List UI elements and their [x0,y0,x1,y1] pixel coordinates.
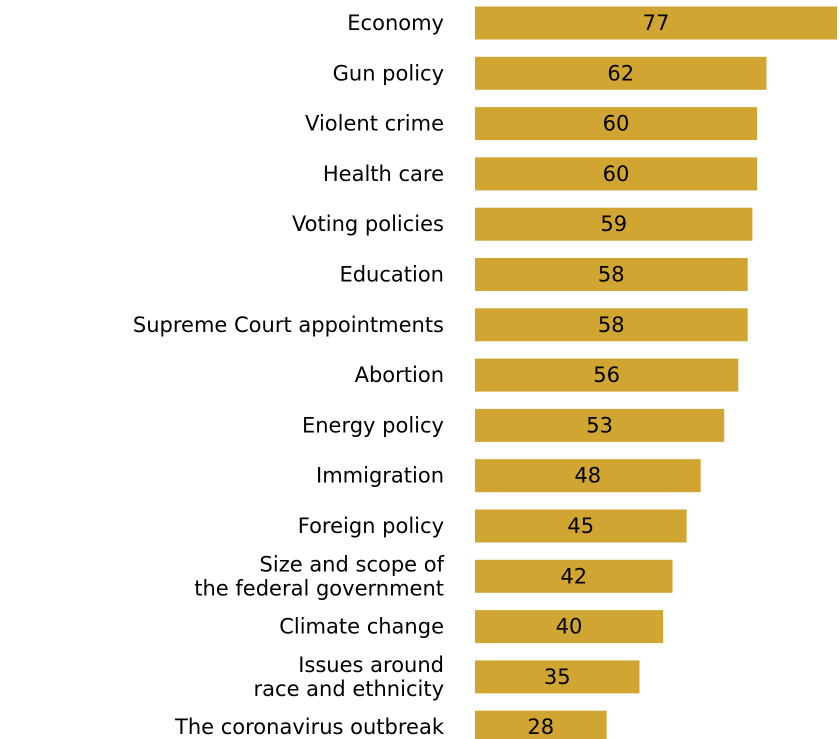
bar-9 [475,459,701,493]
category-label-line: Energy policy [302,413,444,437]
value-label-0: 77 [643,11,670,35]
category-label-line: Immigration [316,464,444,488]
value-label-8: 53 [586,413,613,437]
category-label-line: Size and scope of [260,552,445,576]
category-label-line: Economy [347,11,444,35]
category-label-line: the federal government [194,576,444,600]
category-label-11: Size and scope of the federal government [194,552,444,600]
category-label-9: Immigration [316,464,444,488]
bar-12 [475,610,664,644]
category-label-10: Foreign policy [298,514,444,538]
value-label-6: 58 [598,313,625,337]
bar-10 [475,509,687,543]
category-label-line: race and ethnicity [254,677,444,701]
value-label-7: 56 [593,363,620,387]
category-label-3: Health care [323,162,444,186]
value-label-9: 48 [574,464,601,488]
category-label-line: The coronavirus outbreak [174,715,445,739]
value-label-2: 60 [603,112,630,136]
category-label-line: Climate change [279,615,444,639]
category-label-line: Education [339,263,444,287]
bar-8 [475,408,725,442]
bar-3 [475,157,758,191]
category-label-4: Voting policies [292,212,444,236]
value-label-14: 28 [527,715,554,739]
bar-5 [475,258,748,291]
category-label-7: Abortion [355,363,444,387]
category-label-line: Supreme Court appointments [133,313,444,337]
category-label-2: Violent crime [305,112,444,136]
value-label-12: 40 [556,615,583,639]
category-label-line: Health care [323,162,444,186]
category-label-6: Supreme Court appointments [133,313,444,337]
value-label-1: 62 [607,61,634,85]
category-label-line: Violent crime [305,112,444,136]
category-label-line: Issues around [298,653,444,677]
bar-6 [475,308,748,342]
bar-1 [475,56,767,90]
value-label-5: 58 [598,263,625,287]
category-label-13: Issues around race and ethnicity [254,653,444,701]
category-label-line: Foreign policy [298,514,444,538]
category-label-0: Economy [347,11,444,35]
value-label-4: 59 [600,212,627,236]
value-label-13: 35 [544,665,571,689]
category-label-line: Gun policy [333,61,444,85]
bar-4 [475,207,753,241]
value-label-10: 45 [567,514,594,538]
bar-0 [475,6,837,40]
value-label-11: 42 [560,564,587,588]
bar-7 [475,358,739,392]
category-label-line: Voting policies [292,212,444,236]
value-label-3: 60 [603,162,630,186]
category-label-8: Energy policy [302,413,444,437]
bar-11 [475,559,673,593]
bar-2 [475,107,758,141]
bar-14 [475,710,607,739]
category-label-14: The coronavirus outbreak [174,715,445,739]
category-label-1: Gun policy [333,61,444,85]
category-label-12: Climate change [279,615,444,639]
bar-13 [475,660,640,694]
category-label-line: Abortion [355,363,444,387]
category-label-5: Education [339,263,444,287]
